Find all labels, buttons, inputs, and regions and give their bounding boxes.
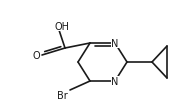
Text: O: O: [32, 51, 40, 60]
Text: N: N: [111, 39, 119, 49]
Text: N: N: [111, 76, 119, 86]
Text: OH: OH: [54, 22, 70, 32]
Text: Br: Br: [57, 90, 67, 100]
